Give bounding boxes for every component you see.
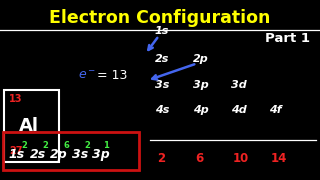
Text: Electron Configuration: Electron Configuration	[49, 9, 271, 27]
Text: Part 1: Part 1	[265, 32, 310, 45]
Text: 1s: 1s	[155, 26, 169, 36]
Text: 3p: 3p	[92, 148, 110, 161]
Text: 2: 2	[157, 152, 165, 165]
Bar	[4, 90, 59, 162]
Text: 13: 13	[9, 94, 22, 104]
Text: 2p: 2p	[50, 148, 68, 161]
Text: 10: 10	[233, 152, 249, 165]
Text: 1: 1	[103, 141, 109, 150]
Text: 4s: 4s	[155, 105, 169, 115]
Text: $e^-$: $e^-$	[78, 69, 96, 82]
Text: 2s: 2s	[155, 54, 169, 64]
Text: 3s: 3s	[72, 148, 88, 161]
Text: 2s: 2s	[30, 148, 46, 161]
Text: 2p: 2p	[193, 54, 209, 64]
Text: 4p: 4p	[193, 105, 209, 115]
Text: 2: 2	[84, 141, 90, 150]
Text: 6: 6	[63, 141, 69, 150]
Text: 2: 2	[42, 141, 48, 150]
Text: 2: 2	[21, 141, 27, 150]
Text: 27: 27	[9, 146, 22, 156]
Text: Al: Al	[19, 117, 39, 135]
Text: 1s: 1s	[8, 148, 24, 161]
Text: 4f: 4f	[269, 105, 282, 115]
Text: 6: 6	[195, 152, 203, 165]
Text: 3d: 3d	[231, 80, 247, 90]
Bar	[3, 132, 139, 170]
Text: 4d: 4d	[231, 105, 247, 115]
Text: 3s: 3s	[155, 80, 169, 90]
Text: = 13: = 13	[97, 69, 127, 82]
Text: 3p: 3p	[193, 80, 209, 90]
Text: 14: 14	[271, 152, 287, 165]
